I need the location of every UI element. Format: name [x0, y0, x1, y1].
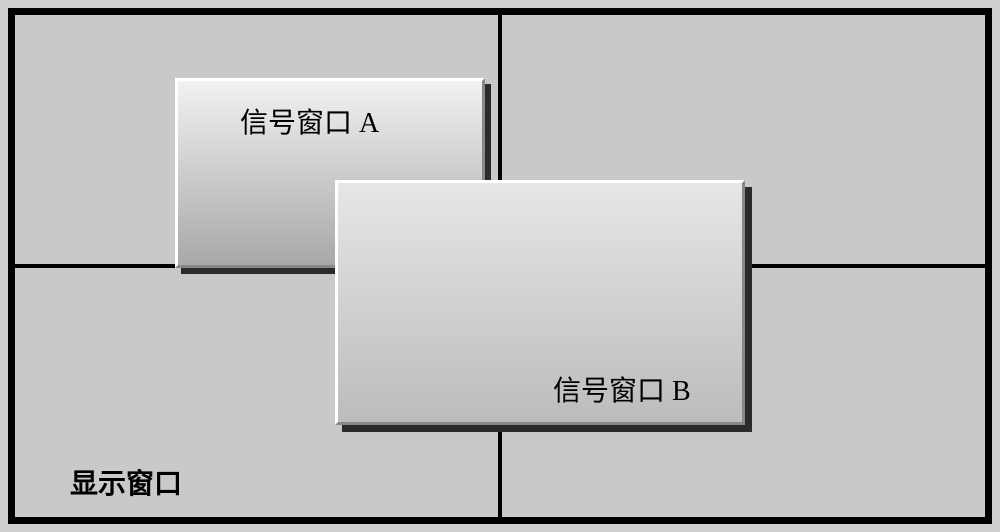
display-window-label: 显示窗口: [70, 462, 182, 502]
signal-window-b-label: 信号窗口 B: [553, 369, 691, 409]
diagram-stage: 信号窗口 A 信号窗口 B 显示窗口: [0, 0, 1000, 532]
signal-window-b: 信号窗口 B: [335, 180, 752, 432]
signal-window-a-label: 信号窗口 A: [240, 101, 379, 141]
signal-window-b-face: 信号窗口 B: [335, 180, 745, 425]
